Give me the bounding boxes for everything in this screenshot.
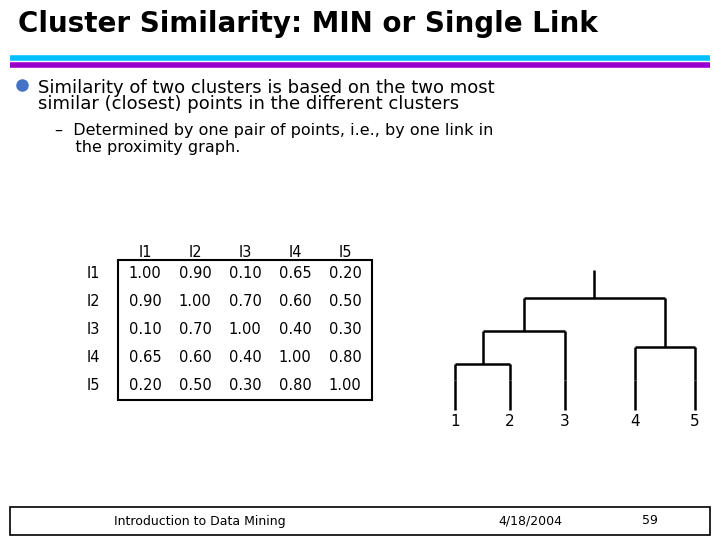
Bar bbox=[118, 260, 372, 400]
Text: 0.10: 0.10 bbox=[129, 322, 161, 338]
Text: 0.60: 0.60 bbox=[179, 350, 212, 366]
Text: 0.90: 0.90 bbox=[179, 267, 212, 281]
Text: I1: I1 bbox=[86, 267, 100, 281]
Text: the proximity graph.: the proximity graph. bbox=[55, 140, 240, 155]
Text: similar (closest) points in the different clusters: similar (closest) points in the differen… bbox=[38, 95, 459, 113]
Text: I3: I3 bbox=[238, 245, 252, 260]
Text: 0.90: 0.90 bbox=[129, 294, 161, 309]
Text: 4/18/2004: 4/18/2004 bbox=[498, 515, 562, 528]
Text: 1.00: 1.00 bbox=[229, 322, 261, 338]
Text: 0.65: 0.65 bbox=[129, 350, 161, 366]
Text: 1.00: 1.00 bbox=[179, 294, 212, 309]
Text: 5: 5 bbox=[690, 414, 700, 429]
Text: 0.60: 0.60 bbox=[279, 294, 311, 309]
Text: 0.20: 0.20 bbox=[328, 267, 361, 281]
Text: 1: 1 bbox=[450, 414, 460, 429]
Text: 1.00: 1.00 bbox=[279, 350, 311, 366]
Text: 0.40: 0.40 bbox=[229, 350, 261, 366]
Text: 3: 3 bbox=[560, 414, 570, 429]
Bar bbox=[10, 507, 710, 535]
Text: 0.30: 0.30 bbox=[329, 322, 361, 338]
Text: 0.80: 0.80 bbox=[328, 350, 361, 366]
Text: 0.65: 0.65 bbox=[279, 267, 311, 281]
Text: 0.50: 0.50 bbox=[179, 379, 212, 394]
Text: 0.20: 0.20 bbox=[129, 379, 161, 394]
Text: Cluster Similarity: MIN or Single Link: Cluster Similarity: MIN or Single Link bbox=[18, 10, 598, 38]
Text: I1: I1 bbox=[138, 245, 152, 260]
Text: 1.00: 1.00 bbox=[129, 267, 161, 281]
Text: 2: 2 bbox=[505, 414, 515, 429]
Text: 1.00: 1.00 bbox=[328, 379, 361, 394]
Text: 0.70: 0.70 bbox=[179, 322, 212, 338]
Text: 0.80: 0.80 bbox=[279, 379, 311, 394]
Text: 0.10: 0.10 bbox=[229, 267, 261, 281]
Text: 0.40: 0.40 bbox=[279, 322, 311, 338]
Text: –  Determined by one pair of points, i.e., by one link in: – Determined by one pair of points, i.e.… bbox=[55, 123, 493, 138]
Text: I2: I2 bbox=[86, 294, 100, 309]
Text: Introduction to Data Mining: Introduction to Data Mining bbox=[114, 515, 286, 528]
Text: 0.50: 0.50 bbox=[328, 294, 361, 309]
Text: Similarity of two clusters is based on the two most: Similarity of two clusters is based on t… bbox=[38, 79, 495, 97]
Text: I4: I4 bbox=[86, 350, 100, 366]
Text: I2: I2 bbox=[188, 245, 202, 260]
Text: 59: 59 bbox=[642, 515, 658, 528]
Text: 0.70: 0.70 bbox=[228, 294, 261, 309]
Text: I3: I3 bbox=[86, 322, 100, 338]
Text: I5: I5 bbox=[338, 245, 352, 260]
Text: I4: I4 bbox=[288, 245, 302, 260]
Text: 4: 4 bbox=[630, 414, 640, 429]
Text: I5: I5 bbox=[86, 379, 100, 394]
Text: 0.30: 0.30 bbox=[229, 379, 261, 394]
